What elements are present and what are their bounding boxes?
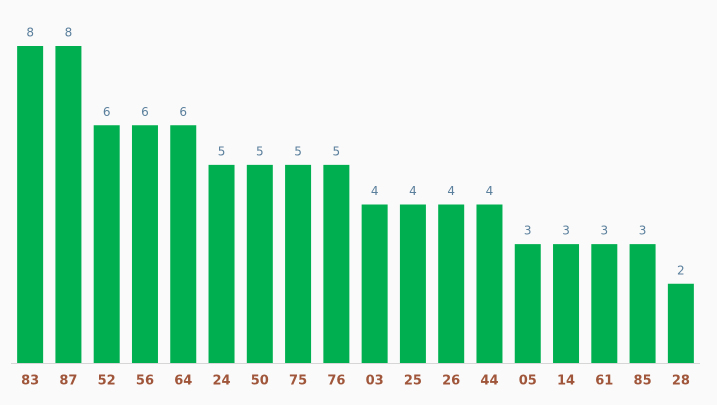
x-tick-label: 85 (634, 374, 652, 389)
x-tick-label: 24 (212, 374, 230, 389)
value-label: 5 (218, 144, 226, 158)
value-label: 5 (333, 144, 341, 158)
x-tick-label: 50 (251, 374, 269, 389)
value-label: 6 (179, 105, 187, 119)
value-label: 2 (677, 263, 685, 277)
x-tick-label: 56 (136, 374, 154, 389)
value-label: 3 (639, 224, 647, 238)
bar (476, 204, 503, 363)
bar (285, 164, 312, 363)
value-label: 4 (447, 184, 455, 198)
bar (131, 125, 158, 363)
bar (629, 244, 656, 363)
x-tick-label: 03 (366, 374, 384, 389)
x-tick-label: 14 (557, 374, 575, 389)
bar (361, 204, 388, 363)
value-label: 8 (26, 26, 34, 40)
bar (553, 244, 580, 363)
value-label: 4 (371, 184, 379, 198)
x-tick-label: 76 (327, 374, 345, 389)
bar (93, 125, 120, 363)
value-label: 5 (294, 144, 302, 158)
bar (55, 46, 82, 363)
x-tick-label: 25 (404, 374, 422, 389)
bar (591, 244, 618, 363)
x-tick-label: 05 (519, 374, 537, 389)
x-tick-label: 75 (289, 374, 307, 389)
bar (667, 283, 694, 363)
value-label: 3 (600, 224, 608, 238)
bar (438, 204, 465, 363)
bar (323, 164, 350, 363)
x-tick-label: 44 (480, 374, 498, 389)
bar (208, 164, 235, 363)
value-label: 6 (103, 105, 111, 119)
value-label: 3 (562, 224, 570, 238)
value-label: 4 (486, 184, 494, 198)
x-tick-label: 28 (672, 374, 690, 389)
bar (170, 125, 197, 363)
value-label: 8 (65, 26, 73, 40)
x-tick-label: 83 (21, 374, 39, 389)
x-tick-label: 52 (98, 374, 116, 389)
value-label: 6 (141, 105, 149, 119)
x-tick-label: 64 (174, 374, 192, 389)
bar (399, 204, 426, 363)
bar (17, 46, 44, 363)
x-tick-label: 61 (595, 374, 613, 389)
value-label: 3 (524, 224, 532, 238)
x-tick-label: 87 (59, 374, 77, 389)
bar (246, 164, 273, 363)
x-tick-label: 26 (442, 374, 460, 389)
bar (514, 244, 541, 363)
value-label: 4 (409, 184, 417, 198)
value-label: 5 (256, 144, 264, 158)
